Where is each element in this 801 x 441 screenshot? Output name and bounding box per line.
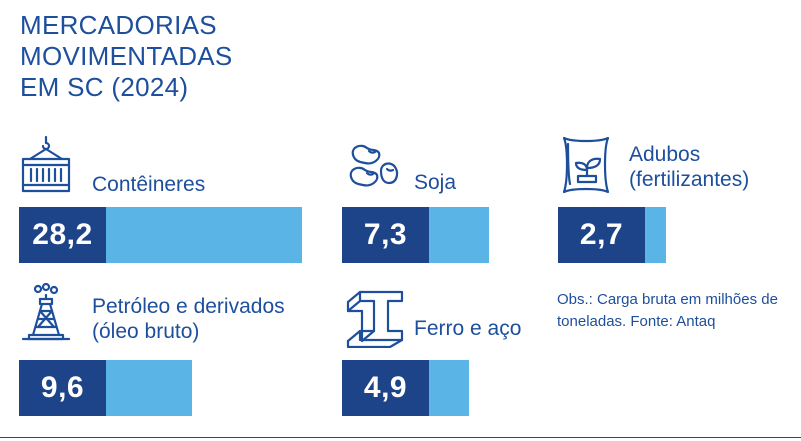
- bar-conteineres: 28,2: [19, 207, 106, 263]
- bar-track-ferro: 4,9: [342, 360, 469, 416]
- label-ferro: Ferro e aço: [414, 317, 522, 340]
- label-adubos: Adubos (fertilizantes): [629, 142, 749, 192]
- bar-ferro: 4,9: [342, 360, 429, 416]
- chart-title: MERCADORIAS MOVIMENTADAS EM SC (2024): [20, 10, 340, 103]
- note-line-2: toneladas. Fonte: Antaq: [557, 313, 716, 330]
- bar-soja: 7,3: [342, 207, 429, 263]
- container-icon: [20, 135, 72, 195]
- label-soja: Soja: [414, 171, 457, 194]
- label-petroleo-line-2: (óleo bruto): [92, 320, 200, 343]
- label-adubos-line-2: (fertilizantes): [629, 168, 750, 191]
- title-line-1: MERCADORIAS: [20, 10, 217, 40]
- label-adubos-line-1: Adubos: [629, 143, 701, 166]
- note-line-1: Obs.: Carga bruta em milhões de: [557, 291, 778, 308]
- title-line-3: EM SC (2024): [20, 72, 189, 102]
- bar-track-adubos: 2,7: [558, 207, 666, 263]
- bar-petroleo: 9,6: [19, 360, 106, 416]
- bar-track-conteineres: 28,2: [19, 207, 302, 263]
- bar-track-soja: 7,3: [342, 207, 489, 263]
- soybean-icon: [347, 143, 403, 195]
- source-note: Obs.: Carga bruta em milhões de tonelada…: [557, 289, 792, 333]
- bar-adubos: 2,7: [558, 207, 645, 263]
- label-petroleo: Petróleo e derivados (óleo bruto): [92, 294, 285, 344]
- steel-beam-icon: [346, 290, 404, 348]
- fertilizer-bag-icon: [558, 134, 614, 196]
- label-conteineres: Contêineres: [92, 173, 206, 196]
- bar-track-petroleo: 9,6: [19, 360, 192, 416]
- bottom-divider: [0, 437, 801, 438]
- title-line-2: MOVIMENTADAS: [20, 41, 233, 71]
- oil-derrick-icon: [21, 283, 71, 343]
- label-petroleo-line-1: Petróleo e derivados: [92, 295, 285, 318]
